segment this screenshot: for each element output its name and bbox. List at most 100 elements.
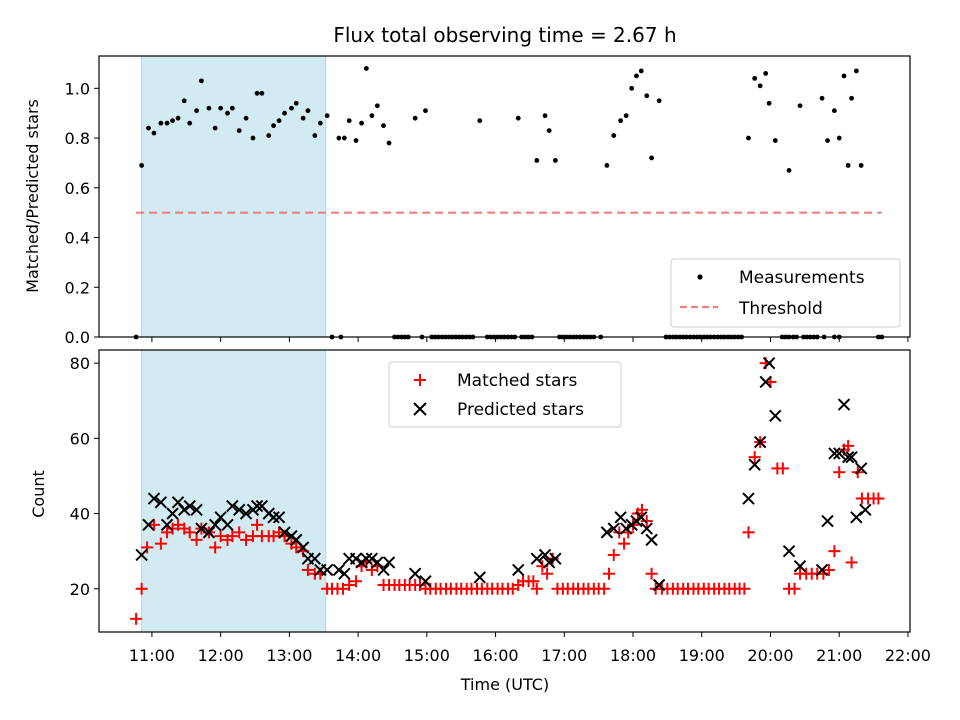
x-diag-b <box>267 511 280 524</box>
measurement-point <box>164 120 170 126</box>
measurement-point <box>797 103 803 109</box>
x-diag-b <box>147 492 161 505</box>
predicted-stars-point <box>338 567 351 580</box>
bottom-legend: Matched stars Predicted stars <box>388 361 622 428</box>
matched-stars-point <box>240 533 253 546</box>
measurement-point <box>312 133 318 138</box>
matched-stars-point <box>822 563 835 576</box>
bottom-xtick-label: 15:00 <box>404 646 450 665</box>
matched-stars-point <box>172 518 185 531</box>
x-diag-b <box>408 567 422 580</box>
x-diag-b <box>652 578 666 592</box>
x-diag-b <box>762 356 776 370</box>
x-diag-b <box>473 571 486 584</box>
top-ytick-label: 0.2 <box>65 278 90 297</box>
measurement-point <box>250 135 256 141</box>
bottom-ytick-label: 40 <box>70 505 90 524</box>
measurement-point <box>181 98 187 104</box>
predicted-stars-point <box>408 567 422 580</box>
x-diag-b <box>793 559 807 573</box>
predicted-stars-point <box>320 563 334 577</box>
bottom-axes-frame <box>98 349 911 633</box>
matched-stars-point <box>845 556 858 569</box>
x-diag-b <box>214 511 227 524</box>
legend-marker-matched <box>414 374 426 386</box>
measurement-point <box>772 138 778 143</box>
x-diag-b <box>135 548 148 562</box>
measurement-point <box>623 113 629 119</box>
x-diag-b <box>190 503 203 517</box>
matched-stars-point <box>301 563 314 576</box>
matched-stars-point <box>828 545 841 558</box>
top-title: Flux total observing time = 2.67 h <box>333 23 676 47</box>
matched-stars-point <box>788 582 801 595</box>
matched-stars-point <box>776 462 789 475</box>
matched-stars-point <box>645 567 658 580</box>
measurement-point <box>825 138 830 143</box>
measurement-point <box>752 75 758 81</box>
matched-stars-point <box>190 533 203 546</box>
x-diag-b <box>371 556 384 569</box>
legend-label-predicted: Predicted stars <box>457 400 584 420</box>
matched-stars-point <box>635 503 648 516</box>
x-diag-b <box>226 499 239 513</box>
matched-stars-point <box>872 492 885 505</box>
predicted-stars-point <box>166 507 179 520</box>
bottom-xtick-label: 16:00 <box>473 646 519 665</box>
predicted-stars-point <box>250 499 264 513</box>
matched-stars-point <box>742 526 755 539</box>
measurement-point <box>542 113 548 119</box>
bottom-xtick-label: 18:00 <box>610 646 656 665</box>
measurement-point <box>831 108 837 114</box>
bottom-ytick-label: 60 <box>70 429 90 448</box>
legend-label-threshold: Threshold <box>738 299 823 319</box>
measurement-point <box>836 135 842 141</box>
measurement-point <box>199 78 204 84</box>
x-diag-b <box>837 398 851 411</box>
measurement-point <box>845 163 851 168</box>
predicted-stars-point <box>512 563 525 577</box>
measurement-point <box>282 110 287 116</box>
matched-stars-point <box>336 582 349 595</box>
bottom-ytick-label: 20 <box>70 580 90 599</box>
predicted-stars-point <box>208 518 222 532</box>
predicted-stars-point <box>190 503 203 517</box>
x-diag-b <box>332 563 346 577</box>
bottom-series-2 <box>859 503 872 517</box>
measurement-point <box>293 100 299 106</box>
matched-stars-point <box>748 451 761 464</box>
x-diag-b <box>614 511 627 524</box>
matched-stars-point <box>251 518 264 531</box>
top-ytick-label: 0.6 <box>65 179 90 198</box>
measurement-point <box>146 125 151 131</box>
measurement-point <box>757 83 763 89</box>
predicted-stars-point <box>833 447 846 460</box>
measurement-point <box>259 90 265 96</box>
predicted-stars-point <box>154 496 168 509</box>
x-diag-b <box>859 503 872 517</box>
measurement-point <box>305 108 311 114</box>
x-diag-b <box>278 526 291 539</box>
top-legend: Measurements Threshold <box>670 258 901 328</box>
x-diag-b <box>828 447 841 460</box>
measurement-point <box>266 133 272 138</box>
predicted-stars-point <box>793 559 807 573</box>
predicted-stars-point <box>239 507 253 520</box>
bottom-xtick-label: 17:00 <box>541 646 587 665</box>
x-diag-b <box>308 552 322 565</box>
measurement-point <box>317 120 323 126</box>
x-diag-b <box>208 518 222 532</box>
predicted-stars-point <box>377 563 390 577</box>
measurement-point <box>206 105 212 111</box>
measurement-point <box>634 73 639 79</box>
x-diag-b <box>845 450 858 464</box>
bottom-xtick-label: 21:00 <box>816 646 862 665</box>
x-diag-b <box>419 575 432 588</box>
predicted-stars-point <box>160 518 174 532</box>
predicted-stars-point <box>748 458 761 471</box>
matched-stars-point <box>183 526 196 539</box>
bottom-ylabel: Count <box>29 470 48 518</box>
matched-stars-point <box>833 466 846 479</box>
measurement-point <box>218 105 224 111</box>
